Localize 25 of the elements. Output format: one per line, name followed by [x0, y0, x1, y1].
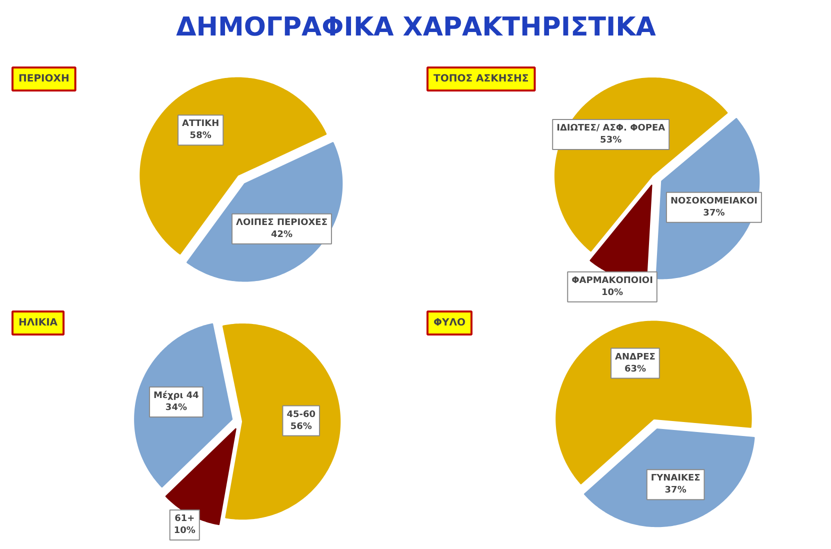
slice-label: 61+: [174, 514, 195, 524]
slice-label: ΛΟΙΠΕΣ ΠΕΡΙΟΧΕΣ: [236, 218, 328, 228]
data-label: 10%: [601, 288, 624, 298]
slice-label: ΑΤΤΙΚΗ: [182, 119, 220, 130]
text: ΗΛΙΚΙΑ: [18, 318, 58, 328]
data-label: 58%: [190, 131, 212, 142]
data-label: 10%: [174, 526, 196, 536]
data-label: 63%: [624, 364, 646, 374]
data-label: 53%: [600, 135, 622, 146]
text: ΠΕΡΙΟΧΗ: [18, 74, 70, 84]
data-label: 37%: [664, 486, 686, 496]
data-label: 56%: [290, 422, 312, 432]
text: ΦΥΛΟ: [434, 318, 466, 328]
slice-label: 45-60: [286, 410, 316, 420]
data-label: 37%: [703, 208, 725, 218]
text: ΔΗΜΟΓΡΑΦΙΚΑ ΧΑΡΑΚΤΗΡΙΣΤΙΚΑ: [176, 12, 656, 42]
data-label: 42%: [270, 230, 293, 240]
slice-label: ΙΔΙΩΤΕΣ/ ΑΣΦ. ΦΟΡΕΑ: [556, 123, 666, 134]
chart-title: ΤΟΠΟΣ ΑΣΚΗΣΗΣ: [434, 74, 529, 84]
slice-label: ΑΝΔΡΕΣ: [615, 352, 656, 362]
slice-label: ΓΥΝΑΙΚΕΣ: [650, 474, 700, 484]
slice-label: ΝΟΣΟΚΟΜΕΙΑΚΟΙ: [670, 196, 758, 206]
data-label: 34%: [165, 402, 187, 413]
slice-label: Μέχρι 44: [154, 390, 199, 401]
slice-label: ΦΑΡΜΑΚΟΠΟΙΟΙ: [572, 276, 653, 286]
